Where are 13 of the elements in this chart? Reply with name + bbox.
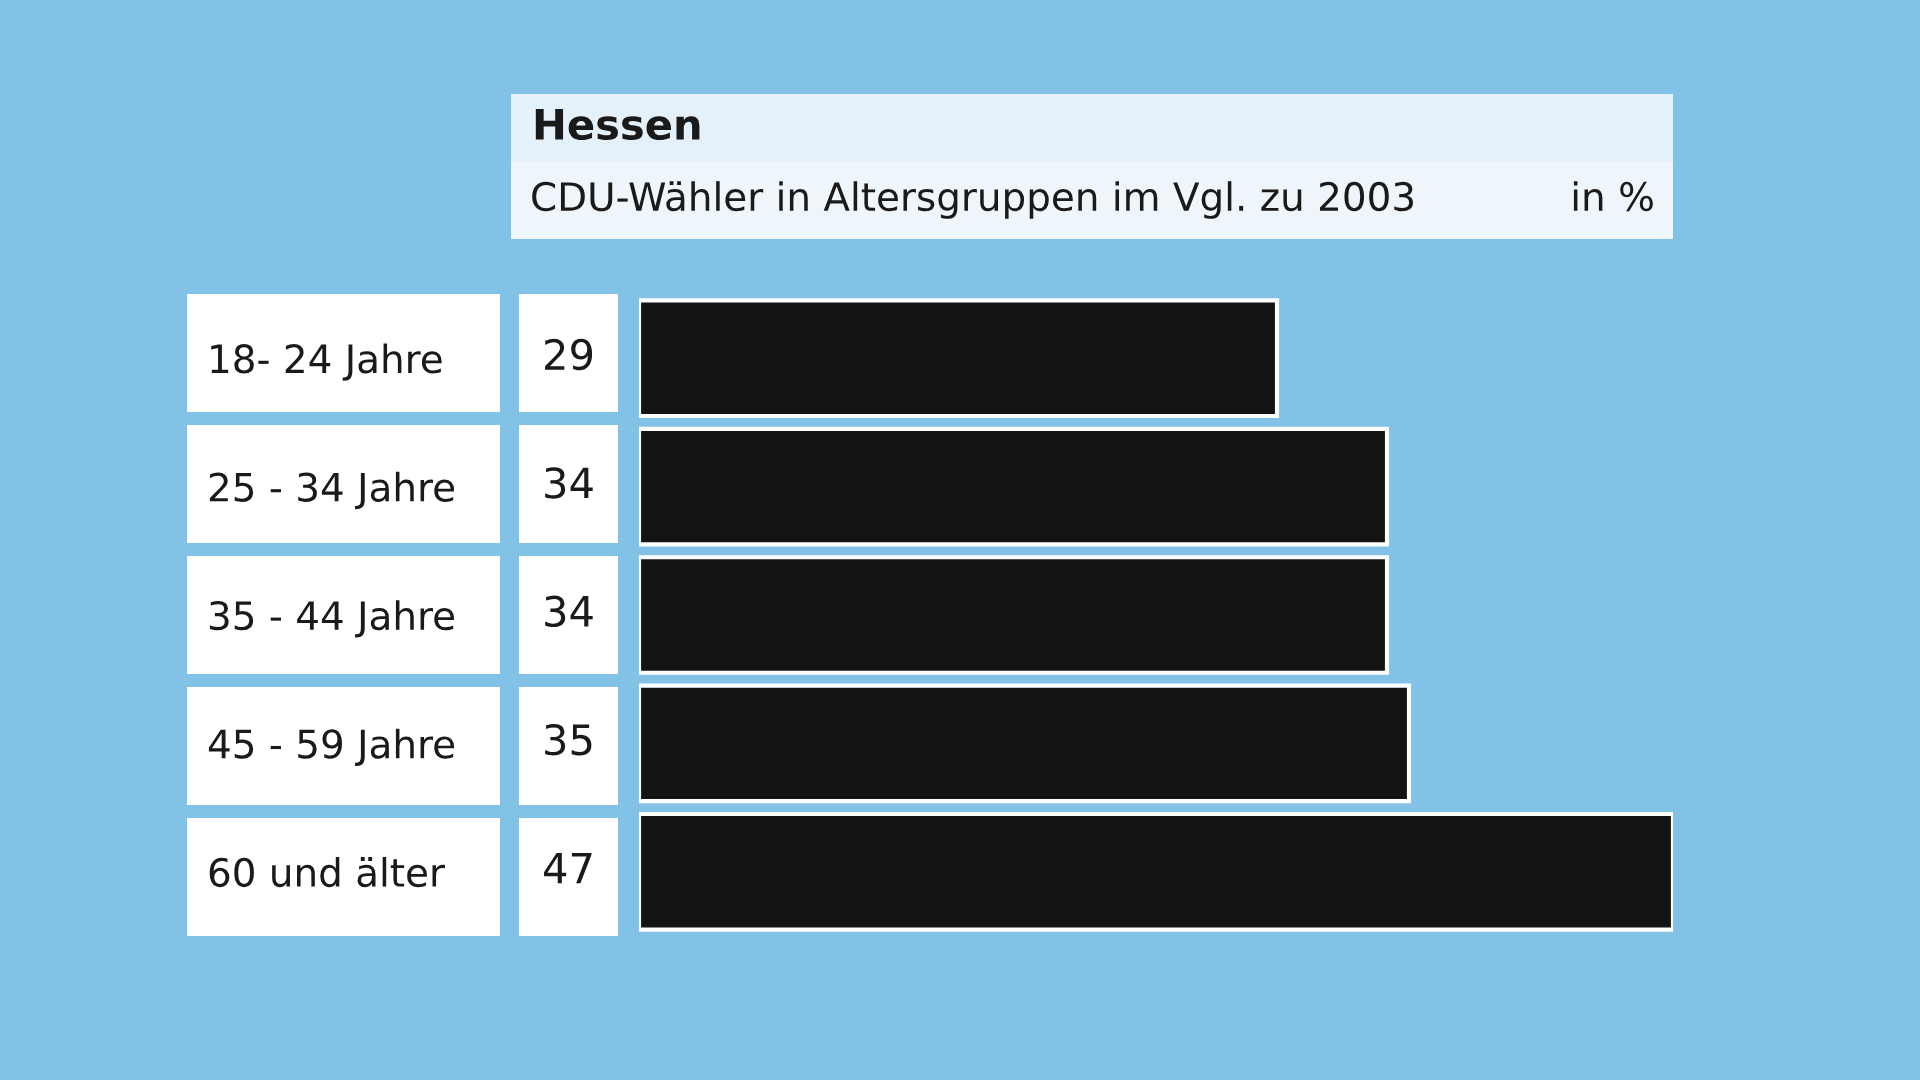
data-label: 34 xyxy=(545,467,593,499)
data-label: 34 xyxy=(545,595,593,628)
data-label: 29 xyxy=(545,338,593,371)
y-tick-label: 18- 24 Jahre xyxy=(211,343,442,381)
y-tick-label: 60 und älter xyxy=(209,857,445,888)
data-label: 47 xyxy=(544,852,592,884)
chart-subtitle: CDU-Wähler in Altersgruppen im Vgl. zu 2003 xyxy=(532,181,1413,219)
y-tick-label: 35 - 44 Jahre xyxy=(209,600,454,638)
y-tick-label: 25 - 34 Jahre xyxy=(209,471,454,510)
text: in % xyxy=(1573,181,1653,212)
chart-title: Hessen xyxy=(535,109,700,141)
data-label: 35 xyxy=(545,723,592,756)
y-tick-label: 45 - 59 Jahre xyxy=(208,728,454,766)
